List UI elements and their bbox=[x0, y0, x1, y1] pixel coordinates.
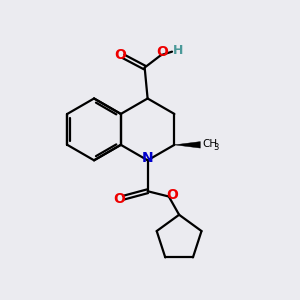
Text: O: O bbox=[113, 193, 125, 206]
Text: O: O bbox=[156, 45, 168, 59]
Text: N: N bbox=[142, 151, 153, 165]
Text: 3: 3 bbox=[213, 143, 218, 152]
Text: O: O bbox=[114, 48, 126, 62]
Text: CH: CH bbox=[202, 139, 218, 149]
Text: H: H bbox=[173, 44, 184, 57]
Text: O: O bbox=[167, 188, 178, 202]
Polygon shape bbox=[174, 142, 200, 148]
